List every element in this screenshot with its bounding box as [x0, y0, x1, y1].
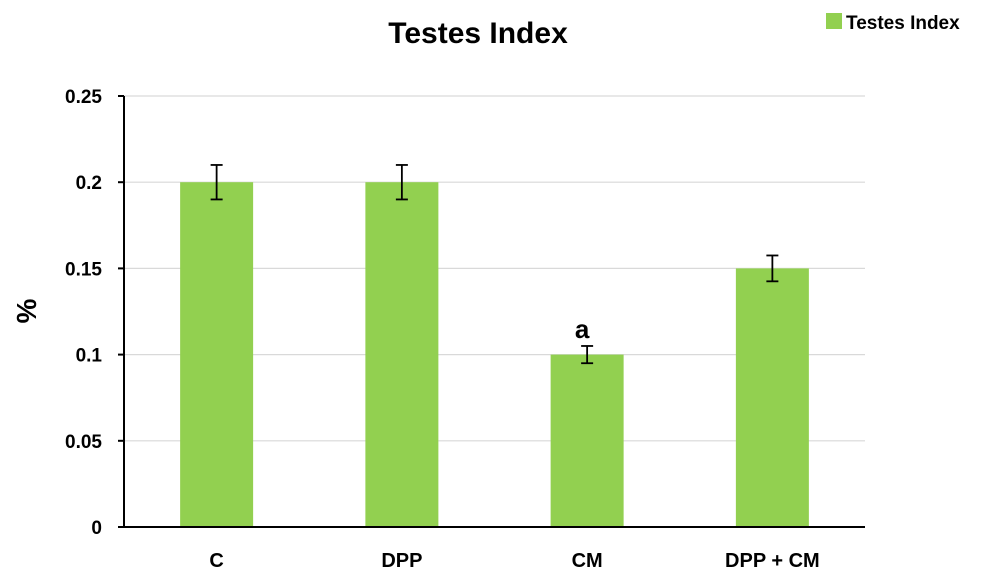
bar — [180, 182, 254, 527]
error-bar — [766, 254, 779, 283]
legend: Testes Index — [826, 13, 960, 34]
axes — [118, 95, 865, 528]
error-bar — [581, 345, 594, 365]
y-tick-label: 0 — [91, 518, 102, 539]
x-tick-label: CM — [572, 550, 603, 572]
y-tick-label: 0.15 — [65, 259, 102, 280]
y-tick-label: 0.25 — [65, 87, 102, 108]
x-tick-label: C — [209, 550, 223, 572]
error-bars — [210, 164, 779, 365]
error-bar — [210, 164, 223, 201]
y-axis-title: % — [11, 298, 42, 323]
y-tick-label: 0.05 — [65, 432, 102, 453]
legend-swatch — [826, 13, 842, 29]
x-tick-label: DPP — [381, 550, 422, 572]
significance-label: a — [575, 314, 590, 344]
y-tick-labels: 0 0.05 0.1 0.15 0.2 0.25 — [65, 87, 102, 539]
bar — [365, 182, 439, 527]
error-bar — [395, 164, 408, 201]
y-tick-label: 0.1 — [76, 346, 103, 367]
x-tick-label: DPP + CM — [725, 550, 820, 572]
x-tick-labels: C DPP CM DPP + CM — [209, 550, 819, 572]
bars — [180, 182, 809, 527]
annotations: a — [575, 314, 590, 344]
chart-title: Testes Index — [388, 17, 568, 50]
y-tick-label: 0.2 — [76, 173, 102, 194]
bar — [550, 354, 624, 527]
bar — [735, 268, 809, 527]
legend-label: Testes Index — [846, 13, 960, 34]
